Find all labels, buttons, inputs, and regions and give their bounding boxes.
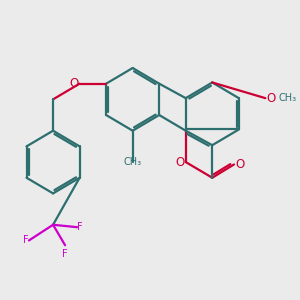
Text: F: F [62, 249, 68, 259]
Text: O: O [235, 158, 244, 171]
Text: CH₃: CH₃ [279, 93, 297, 103]
Text: F: F [77, 222, 83, 232]
Text: O: O [175, 156, 184, 169]
Text: F: F [23, 236, 29, 245]
Text: O: O [266, 92, 276, 105]
Text: CH₃: CH₃ [124, 157, 142, 167]
Text: O: O [69, 77, 78, 90]
